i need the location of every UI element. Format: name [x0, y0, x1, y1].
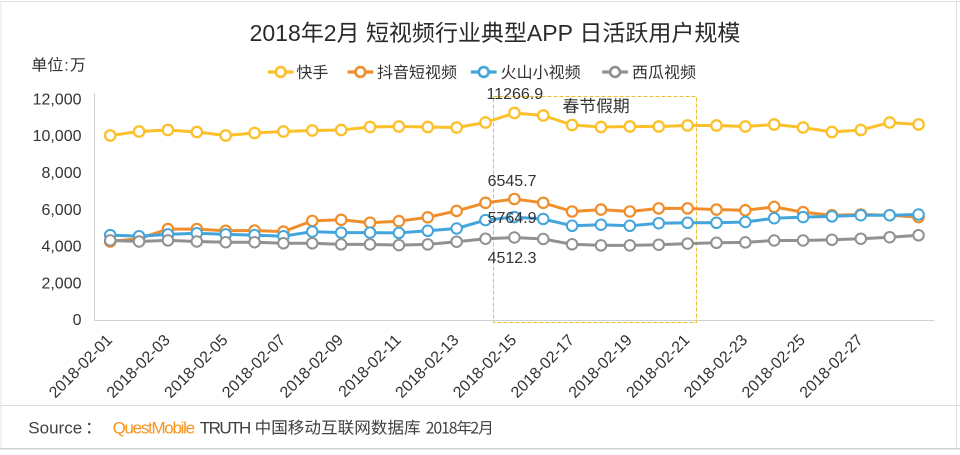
svg-text:11266.9: 11266.9 — [487, 86, 544, 103]
svg-text:Source: Source — [28, 419, 82, 438]
svg-text:12,000: 12,000 — [33, 91, 82, 108]
svg-text:APP: APP — [527, 20, 573, 46]
svg-text:10,000: 10,000 — [33, 128, 82, 145]
svg-text:4,000: 4,000 — [41, 239, 81, 256]
svg-text:TRUTH: TRUTH — [200, 419, 250, 438]
svg-text:4512.3: 4512.3 — [488, 250, 537, 267]
svg-text:8,000: 8,000 — [41, 165, 81, 182]
svg-text:2,000: 2,000 — [41, 275, 81, 292]
svg-text:5764.9: 5764.9 — [488, 210, 537, 227]
svg-text:6545.7: 6545.7 — [488, 173, 537, 190]
svg-text:6,000: 6,000 — [41, 202, 81, 219]
svg-text:2: 2 — [324, 20, 337, 46]
svg-text:0: 0 — [73, 312, 82, 329]
svg-text::: : — [64, 58, 68, 75]
svg-text:QuestMobile: QuestMobile — [113, 419, 195, 438]
svg-text:2018: 2018 — [250, 20, 301, 46]
